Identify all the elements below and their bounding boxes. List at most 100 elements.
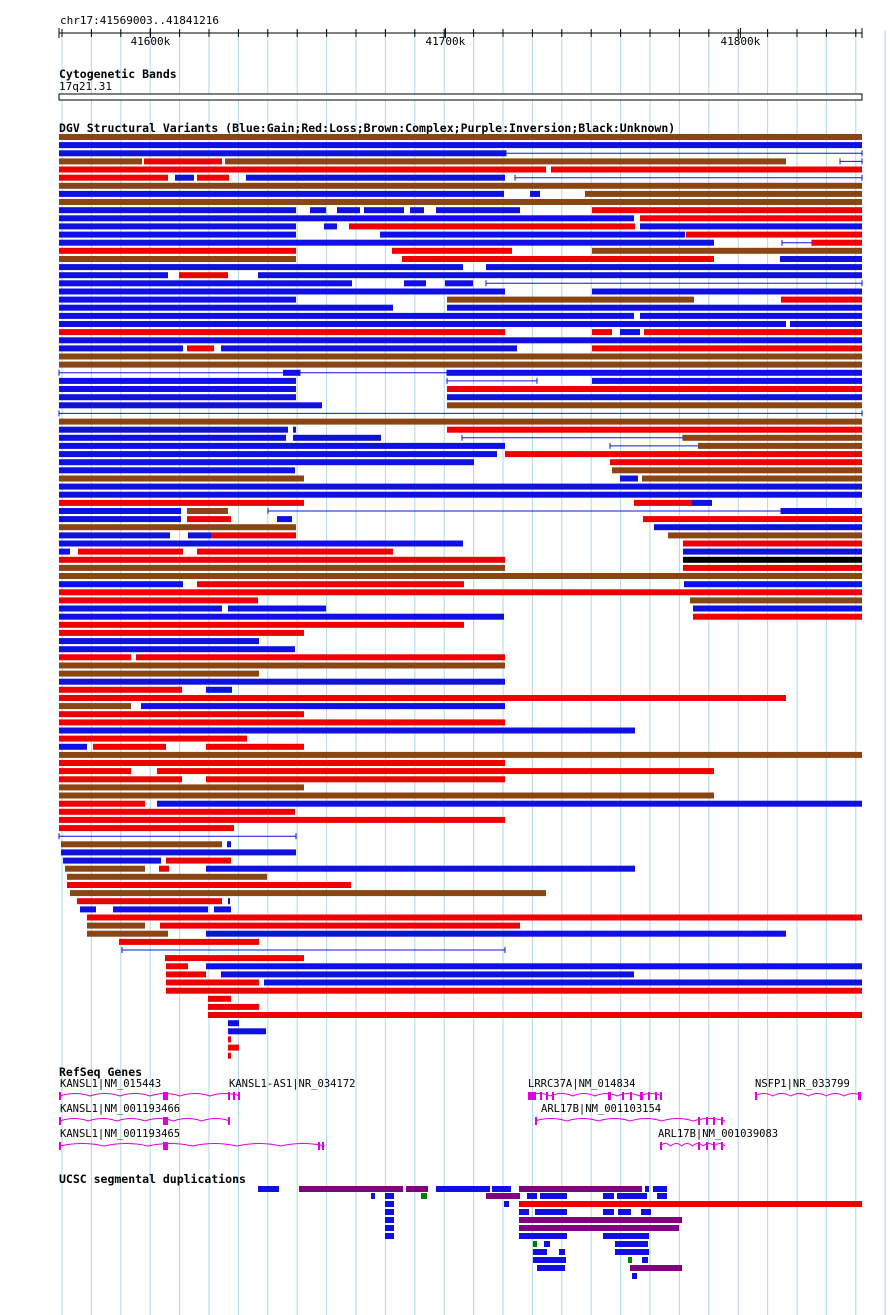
dgv-variant[interactable] bbox=[59, 743, 87, 750]
dgv-variant[interactable] bbox=[592, 288, 862, 295]
segmental-duplication[interactable] bbox=[630, 1265, 682, 1271]
dgv-variant[interactable] bbox=[59, 784, 304, 791]
dgv-variant[interactable] bbox=[166, 979, 259, 986]
dgv-variant[interactable] bbox=[59, 621, 464, 628]
dgv-variant[interactable] bbox=[61, 841, 222, 848]
dgv-variant[interactable] bbox=[59, 207, 296, 214]
dgv-variant[interactable] bbox=[206, 963, 862, 970]
dgv-variant[interactable] bbox=[59, 442, 505, 449]
dgv-variant[interactable] bbox=[668, 532, 862, 539]
dgv-variant[interactable] bbox=[59, 402, 322, 409]
dgv-variant[interactable] bbox=[59, 629, 304, 636]
dgv-variant[interactable] bbox=[698, 442, 862, 449]
dgv-variant[interactable] bbox=[228, 1052, 231, 1059]
dgv-variant[interactable] bbox=[59, 312, 634, 319]
dgv-variant[interactable] bbox=[70, 890, 546, 897]
dgv-variant[interactable] bbox=[612, 467, 862, 474]
dgv-variant[interactable] bbox=[59, 142, 862, 149]
dgv-variant[interactable] bbox=[214, 906, 231, 913]
dgv-variant[interactable] bbox=[634, 499, 692, 506]
dgv-variant[interactable] bbox=[197, 174, 229, 181]
dgv-variant[interactable] bbox=[686, 231, 862, 238]
dgv-variant[interactable] bbox=[59, 499, 304, 506]
segmental-duplication[interactable] bbox=[492, 1186, 511, 1192]
dgv-variant[interactable] bbox=[59, 597, 258, 604]
dgv-variant[interactable] bbox=[654, 524, 862, 531]
dgv-variant[interactable] bbox=[166, 857, 231, 864]
dgv-variant[interactable] bbox=[59, 646, 295, 653]
dgv-variant[interactable] bbox=[592, 247, 862, 254]
dgv-variant[interactable] bbox=[790, 321, 862, 327]
segmental-duplication[interactable] bbox=[628, 1257, 632, 1263]
dgv-variant[interactable] bbox=[59, 800, 145, 807]
dgv-variant[interactable] bbox=[690, 597, 862, 604]
dgv-variant[interactable] bbox=[144, 158, 222, 165]
segmental-duplication[interactable] bbox=[618, 1209, 631, 1215]
dgv-variant[interactable] bbox=[264, 979, 862, 986]
dgv-variant[interactable] bbox=[59, 662, 505, 669]
dgv-variant[interactable] bbox=[166, 971, 206, 978]
dgv-variant[interactable] bbox=[59, 264, 463, 271]
dgv-variant[interactable] bbox=[640, 312, 862, 319]
dgv-variant[interactable] bbox=[59, 386, 296, 392]
segmental-duplication[interactable] bbox=[385, 1201, 394, 1207]
dgv-variant[interactable] bbox=[166, 987, 862, 994]
dgv-variant[interactable] bbox=[80, 906, 96, 913]
gene-model[interactable] bbox=[659, 1142, 726, 1150]
segmental-duplication[interactable] bbox=[657, 1193, 667, 1199]
dgv-variant[interactable] bbox=[59, 548, 70, 555]
segmental-duplication[interactable] bbox=[603, 1233, 649, 1239]
dgv-variant[interactable] bbox=[59, 638, 259, 645]
dgv-variant[interactable] bbox=[592, 345, 862, 352]
dgv-variant[interactable] bbox=[404, 280, 426, 287]
dgv-variant[interactable] bbox=[59, 223, 296, 230]
segmental-duplication[interactable] bbox=[504, 1201, 509, 1207]
dgv-variant[interactable] bbox=[221, 971, 634, 978]
dgv-variant[interactable] bbox=[59, 703, 131, 710]
dgv-variant[interactable] bbox=[65, 865, 145, 872]
segmental-duplication[interactable] bbox=[617, 1193, 647, 1199]
segmental-duplication[interactable] bbox=[537, 1265, 565, 1271]
dgv-variant[interactable] bbox=[447, 304, 862, 311]
dgv-variant[interactable] bbox=[59, 564, 505, 571]
dgv-variant[interactable] bbox=[781, 296, 862, 303]
dgv-variant[interactable] bbox=[447, 426, 862, 433]
dgv-variant[interactable] bbox=[59, 134, 862, 140]
dgv-variant[interactable] bbox=[447, 386, 862, 392]
dgv-variant[interactable] bbox=[59, 686, 182, 693]
dgv-variant[interactable] bbox=[620, 475, 638, 482]
gene-model[interactable] bbox=[534, 1117, 726, 1125]
dgv-variant[interactable] bbox=[530, 190, 540, 197]
dgv-variant[interactable] bbox=[683, 564, 862, 571]
segmental-duplication[interactable] bbox=[615, 1249, 649, 1255]
segmental-duplication[interactable] bbox=[559, 1249, 565, 1255]
dgv-variant[interactable] bbox=[59, 605, 222, 612]
gene-label[interactable]: ARL17B|NM_001039083 bbox=[658, 1128, 778, 1140]
segmental-duplication[interactable] bbox=[653, 1186, 667, 1192]
dgv-variant[interactable] bbox=[59, 491, 862, 498]
dgv-variant[interactable] bbox=[59, 751, 862, 758]
dgv-variant[interactable] bbox=[59, 361, 862, 368]
dgv-variant[interactable] bbox=[59, 418, 862, 425]
segmental-duplication[interactable] bbox=[535, 1209, 567, 1215]
dgv-variant[interactable] bbox=[208, 995, 231, 1002]
dgv-variant[interactable] bbox=[59, 247, 296, 254]
dgv-variant[interactable] bbox=[175, 174, 194, 181]
dgv-variant[interactable] bbox=[59, 581, 183, 588]
dgv-variant[interactable] bbox=[59, 540, 463, 547]
dgv-variant[interactable] bbox=[119, 938, 259, 945]
dgv-variant[interactable] bbox=[206, 686, 232, 693]
dgv-variant[interactable] bbox=[206, 776, 505, 783]
dgv-variant[interactable] bbox=[59, 483, 862, 490]
segmental-duplication[interactable] bbox=[540, 1193, 567, 1199]
dgv-variant[interactable] bbox=[293, 434, 381, 441]
dgv-variant[interactable] bbox=[59, 670, 259, 677]
dgv-variant[interactable] bbox=[349, 223, 635, 230]
dgv-variant[interactable] bbox=[59, 475, 304, 482]
gene-model[interactable] bbox=[754, 1092, 863, 1100]
segmental-duplication[interactable] bbox=[371, 1193, 375, 1199]
dgv-variant[interactable] bbox=[59, 711, 304, 718]
dgv-variant[interactable] bbox=[692, 499, 712, 506]
dgv-variant[interactable] bbox=[208, 1012, 862, 1018]
dgv-variant[interactable] bbox=[644, 329, 862, 336]
